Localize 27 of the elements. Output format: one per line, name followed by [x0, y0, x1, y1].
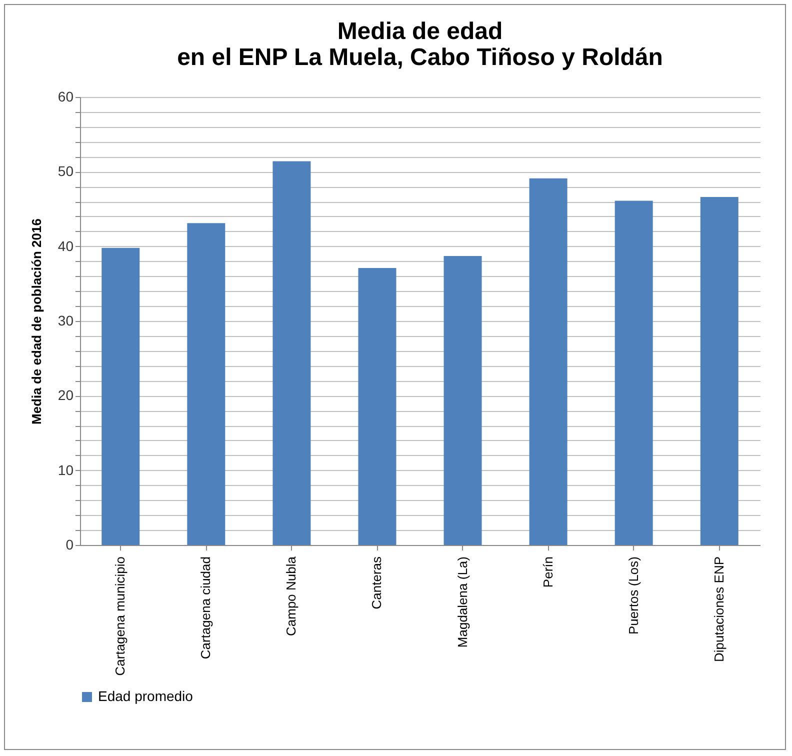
- legend-label: Edad promedio: [98, 688, 194, 704]
- text: Media de edad: [337, 18, 503, 45]
- x-tick-label: Canteras: [369, 556, 384, 610]
- x-tick-label: Cartagena municipio: [112, 556, 128, 676]
- text: en el ENP La Muela, Cabo Tiñoso y Roldán: [177, 44, 663, 71]
- x-tick-label: Puertos (Los): [626, 556, 641, 635]
- x-tick-label: Magdalena (La): [454, 556, 470, 648]
- bar: [187, 223, 226, 545]
- y-tick-label: 60: [58, 88, 74, 104]
- y-tick-label: 40: [58, 238, 74, 254]
- x-tick-label: Cartagena ciudad: [198, 556, 214, 660]
- bar: [529, 178, 568, 545]
- x-tick-label: Perín: [540, 556, 556, 588]
- y-tick-label: 0: [66, 536, 74, 552]
- y-tick-label: 30: [58, 312, 74, 328]
- bar: [444, 256, 482, 545]
- bar: [102, 248, 140, 545]
- y-axis-title: Media de edad de población 2016: [28, 218, 44, 424]
- y-tick-label: 50: [58, 163, 74, 180]
- x-tick-label: Diputaciones ENP: [711, 556, 726, 662]
- x-tick-label: Campo Nubla: [284, 556, 299, 636]
- y-tick-label: 10: [58, 462, 74, 478]
- bar: [700, 197, 738, 545]
- y-tick-label: 20: [58, 387, 74, 404]
- bar: [614, 200, 653, 545]
- bar: [358, 268, 396, 545]
- bar: [272, 161, 311, 545]
